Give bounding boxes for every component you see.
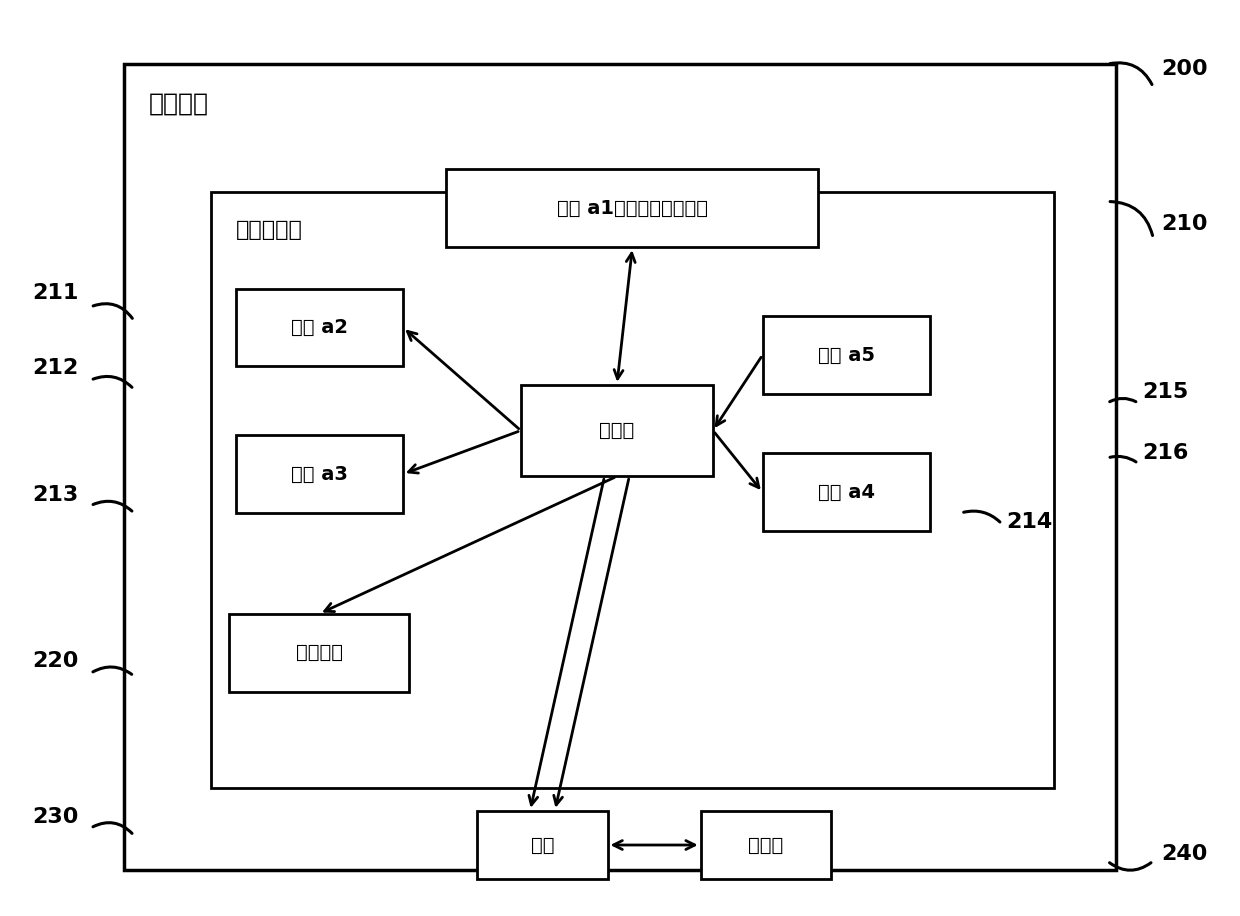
Text: 212: 212 (32, 358, 79, 378)
Bar (763, 453, 930, 531)
Text: 210: 210 (1161, 214, 1208, 234)
Text: 200: 200 (1161, 59, 1208, 79)
Bar (446, 169, 818, 247)
Text: 设备 a3: 设备 a3 (291, 464, 347, 484)
Text: 215: 215 (1142, 382, 1189, 402)
Text: 监控设备: 监控设备 (296, 643, 342, 662)
Text: 230: 230 (32, 807, 79, 827)
Text: 214: 214 (1006, 512, 1053, 532)
Text: 211: 211 (32, 283, 79, 303)
Bar (701, 811, 831, 879)
Bar (236, 289, 403, 366)
Text: 工业现场: 工业现场 (149, 92, 208, 115)
Text: 路由器: 路由器 (599, 421, 635, 440)
Text: 213: 213 (32, 485, 79, 505)
Text: 设备 a2: 设备 a2 (291, 318, 347, 337)
Bar (211, 192, 1054, 788)
Text: 240: 240 (1161, 844, 1208, 864)
Text: 设备 a4: 设备 a4 (818, 483, 874, 502)
Bar (236, 435, 403, 513)
Text: 220: 220 (32, 651, 79, 671)
Text: 云端: 云端 (531, 835, 554, 855)
Text: 设备 a1（负责通讯管理）: 设备 a1（负责通讯管理） (557, 199, 708, 218)
Bar (124, 64, 1116, 870)
Text: 自组织网络: 自组织网络 (236, 220, 303, 240)
Bar (477, 811, 608, 879)
Text: 用户端: 用户端 (748, 835, 784, 855)
Text: 设备 a5: 设备 a5 (818, 345, 874, 365)
Text: 216: 216 (1142, 443, 1189, 463)
Bar (521, 385, 713, 476)
Bar (763, 316, 930, 394)
Bar (229, 614, 409, 692)
